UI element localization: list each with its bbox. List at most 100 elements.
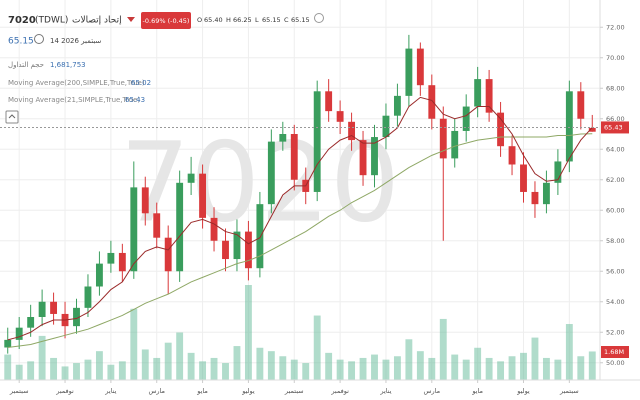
change-badge (141, 12, 191, 29)
volume-bar (199, 361, 207, 380)
candle-body (485, 79, 493, 113)
y-tick-label: 50.00 (606, 359, 625, 367)
candle-body (38, 301, 46, 317)
volume-bar (336, 359, 344, 380)
volume-bar (38, 335, 46, 380)
ma21-legend-name: Moving Average(21,SIMPLE,True,True) (8, 96, 140, 104)
candle-body (50, 301, 58, 314)
volume-bar (508, 356, 516, 380)
x-tick-label: مايو (471, 387, 483, 395)
volume-bar (50, 357, 58, 380)
y-tick-label: 68.00 (606, 84, 625, 92)
current-price: 65.15 (8, 37, 34, 47)
candle-body (279, 134, 287, 142)
ma200-legend-value: 65.02 (131, 79, 151, 87)
volume-bar (95, 351, 103, 380)
ma200-legend-name: Moving Average(200,SIMPLE,True,True) (8, 79, 145, 87)
volume-bar (485, 357, 493, 380)
date: 14 2026 سبتمبر (50, 37, 101, 45)
volume-bar (210, 357, 218, 380)
candle-body (565, 91, 573, 162)
ohlc-value: 65.15 (291, 16, 310, 24)
volume-bar (313, 315, 321, 380)
moving-average-line (7, 96, 593, 341)
x-tick-label: يوليو (241, 387, 255, 395)
volume-bar (565, 324, 573, 380)
plot-layer (0, 34, 600, 380)
candle-body (95, 263, 103, 287)
candle-body (462, 106, 470, 131)
candle-body (393, 95, 401, 116)
x-tick-label: مارس (148, 387, 165, 395)
ohlc-label: C (284, 16, 289, 24)
candle-body (428, 85, 436, 119)
y-tick-label: 64.00 (606, 145, 625, 153)
candle-body (210, 217, 218, 241)
candle-body (336, 111, 344, 122)
y-tick-label: 72.00 (606, 23, 625, 31)
volume-bar (164, 342, 172, 380)
candle-body (439, 118, 447, 159)
volume-bar (588, 351, 596, 380)
candle-body (256, 204, 264, 269)
volume-bar (141, 349, 149, 380)
collapse-button[interactable] (5, 110, 19, 124)
y-tick-label: 58.00 (606, 237, 625, 245)
volume-bar (382, 359, 390, 380)
candle-body (233, 231, 241, 260)
candle-body (141, 187, 149, 214)
y-tick-label: 60.00 (606, 206, 625, 214)
candle-body (15, 327, 23, 340)
candle-body (451, 130, 459, 159)
candle-body (325, 91, 333, 112)
x-tick-label: مايو (196, 387, 208, 395)
candle-body (382, 115, 390, 138)
volume-box (601, 346, 629, 358)
volume-bar (15, 364, 23, 380)
ohlc-label: L (255, 16, 259, 24)
x-tick-label: سبتمبر (559, 387, 579, 395)
x-tick-label: سبتمبر (9, 387, 29, 395)
candle-body (164, 237, 172, 272)
moving-average-line (7, 133, 593, 348)
candle-body (187, 173, 195, 183)
collapse-icon (8, 114, 16, 119)
volume-bar (256, 347, 264, 380)
volume-bar (267, 351, 275, 380)
volume-bar (130, 308, 138, 380)
candle-body (474, 79, 482, 107)
candle-body (497, 112, 505, 147)
volume-bar (233, 346, 241, 380)
settings-icon[interactable] (314, 13, 324, 23)
volume-bar (405, 339, 413, 380)
y-tick-label: 66.00 (606, 115, 625, 123)
candle-body (130, 187, 138, 272)
volume-bar (348, 361, 356, 380)
volume-bar (118, 361, 126, 380)
y-tick-label: 62.00 (606, 176, 625, 184)
candle-body (244, 231, 252, 269)
symbol: 7020 (8, 15, 36, 26)
ohlc-value: 65.15 (262, 16, 281, 24)
volume-bar (153, 357, 161, 380)
volume-bar (279, 356, 287, 380)
change-text: -0.69% (-0.45) (143, 17, 190, 25)
candle-body (531, 191, 539, 205)
volume-bar (27, 361, 35, 380)
volume-bar (187, 352, 195, 380)
volume-bar (428, 357, 436, 380)
candle-body (176, 182, 184, 272)
volume-bar (439, 318, 447, 380)
volume-bar (451, 354, 459, 380)
candle-body (107, 252, 115, 264)
last-price-label: 65.43 (604, 123, 623, 131)
volume-bar (222, 363, 229, 380)
candle-body (4, 339, 12, 348)
candle-body (27, 317, 35, 328)
candle-body (508, 146, 516, 165)
volume-bar (577, 356, 585, 380)
volume-bar (393, 356, 401, 380)
volume-bar (84, 359, 92, 380)
x-tick-label: مارس (424, 387, 441, 395)
